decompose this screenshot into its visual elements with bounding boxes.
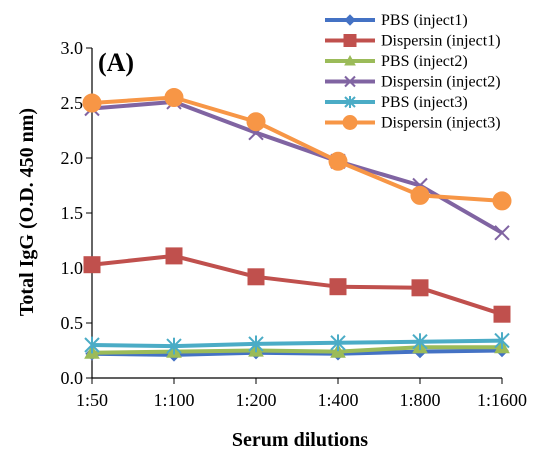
data-point [410, 185, 430, 205]
data-point [84, 336, 100, 354]
x-tick-label: 1:400 [317, 390, 358, 410]
legend-entry: PBS (inject2) [325, 53, 468, 70]
series-line [91, 348, 503, 357]
x-tick-label: 1:50 [76, 390, 108, 410]
x-tick-label: 1:1600 [477, 390, 527, 410]
y-axis-title: Total IgG (O.D. 450 nm) [16, 108, 38, 316]
data-point [411, 279, 429, 297]
data-point [165, 247, 183, 265]
x-tick-label: 1:100 [153, 390, 194, 410]
legend-marker [344, 14, 356, 26]
legend-entry: Dispersin (inject1) [325, 33, 501, 50]
y-tick-label: 0.5 [61, 313, 84, 333]
legend-marker [344, 96, 356, 108]
legend-entry: Dispersin (inject3) [325, 115, 501, 132]
data-point [328, 151, 348, 171]
data-point [492, 191, 512, 211]
legend-label: PBS (inject2) [381, 53, 468, 70]
legend-label: PBS (inject3) [381, 94, 468, 111]
legend-entry: Dispersin (inject2) [325, 74, 501, 91]
axes: 0.0 0.5 1.0 1.5 2.0 2.5 3.0 1:50 1:100 1:200 1:400… [61, 38, 528, 410]
y-tick-label: 1.5 [61, 203, 84, 223]
series-2 [83, 247, 511, 323]
y-tick-label: 3.0 [61, 38, 84, 58]
y-tick-label: 2.5 [61, 93, 84, 113]
legend-marker [343, 34, 357, 47]
y-tick-label: 0.0 [61, 368, 84, 388]
legend-label: Dispersin (inject2) [381, 74, 501, 91]
legend-marker [344, 54, 356, 66]
data-point [329, 278, 347, 296]
x-axis-title: Serum dilutions [232, 429, 368, 451]
legend-entry: PBS (inject3) [325, 94, 468, 111]
legend-entry: PBS (inject1) [325, 12, 468, 29]
x-tick-label: 1:200 [235, 390, 276, 410]
data-point [82, 93, 102, 113]
legend-marker [342, 115, 358, 130]
panel-label: (A) [98, 48, 134, 77]
y-tick-label: 2.0 [61, 148, 84, 168]
series-6 [82, 88, 512, 211]
series-line [91, 95, 503, 203]
legend-marker [344, 75, 356, 88]
legend-label: PBS (inject1) [381, 12, 468, 29]
series-5 [84, 332, 510, 355]
data-point [330, 334, 346, 352]
series-line [91, 253, 503, 317]
data-point [247, 268, 265, 286]
data-point [246, 112, 266, 132]
data-point [164, 88, 184, 107]
data-point [83, 256, 101, 274]
data-point [166, 337, 182, 355]
series-line [91, 99, 503, 235]
series-line [91, 338, 503, 349]
x-tick-label: 1:800 [399, 390, 440, 410]
data-point [412, 333, 428, 351]
data-point [493, 305, 511, 323]
legend-label: Dispersin (inject3) [381, 115, 501, 132]
data-point [248, 335, 264, 353]
series-layer [82, 88, 512, 362]
data-point [494, 332, 510, 349]
data-point [494, 225, 510, 241]
y-tick-label: 1.0 [61, 258, 84, 278]
legend-label: Dispersin (inject1) [381, 33, 501, 50]
series-line [91, 345, 502, 355]
legend: PBS (inject1) Dispersin (inject1) PBS (inj… [325, 12, 501, 132]
